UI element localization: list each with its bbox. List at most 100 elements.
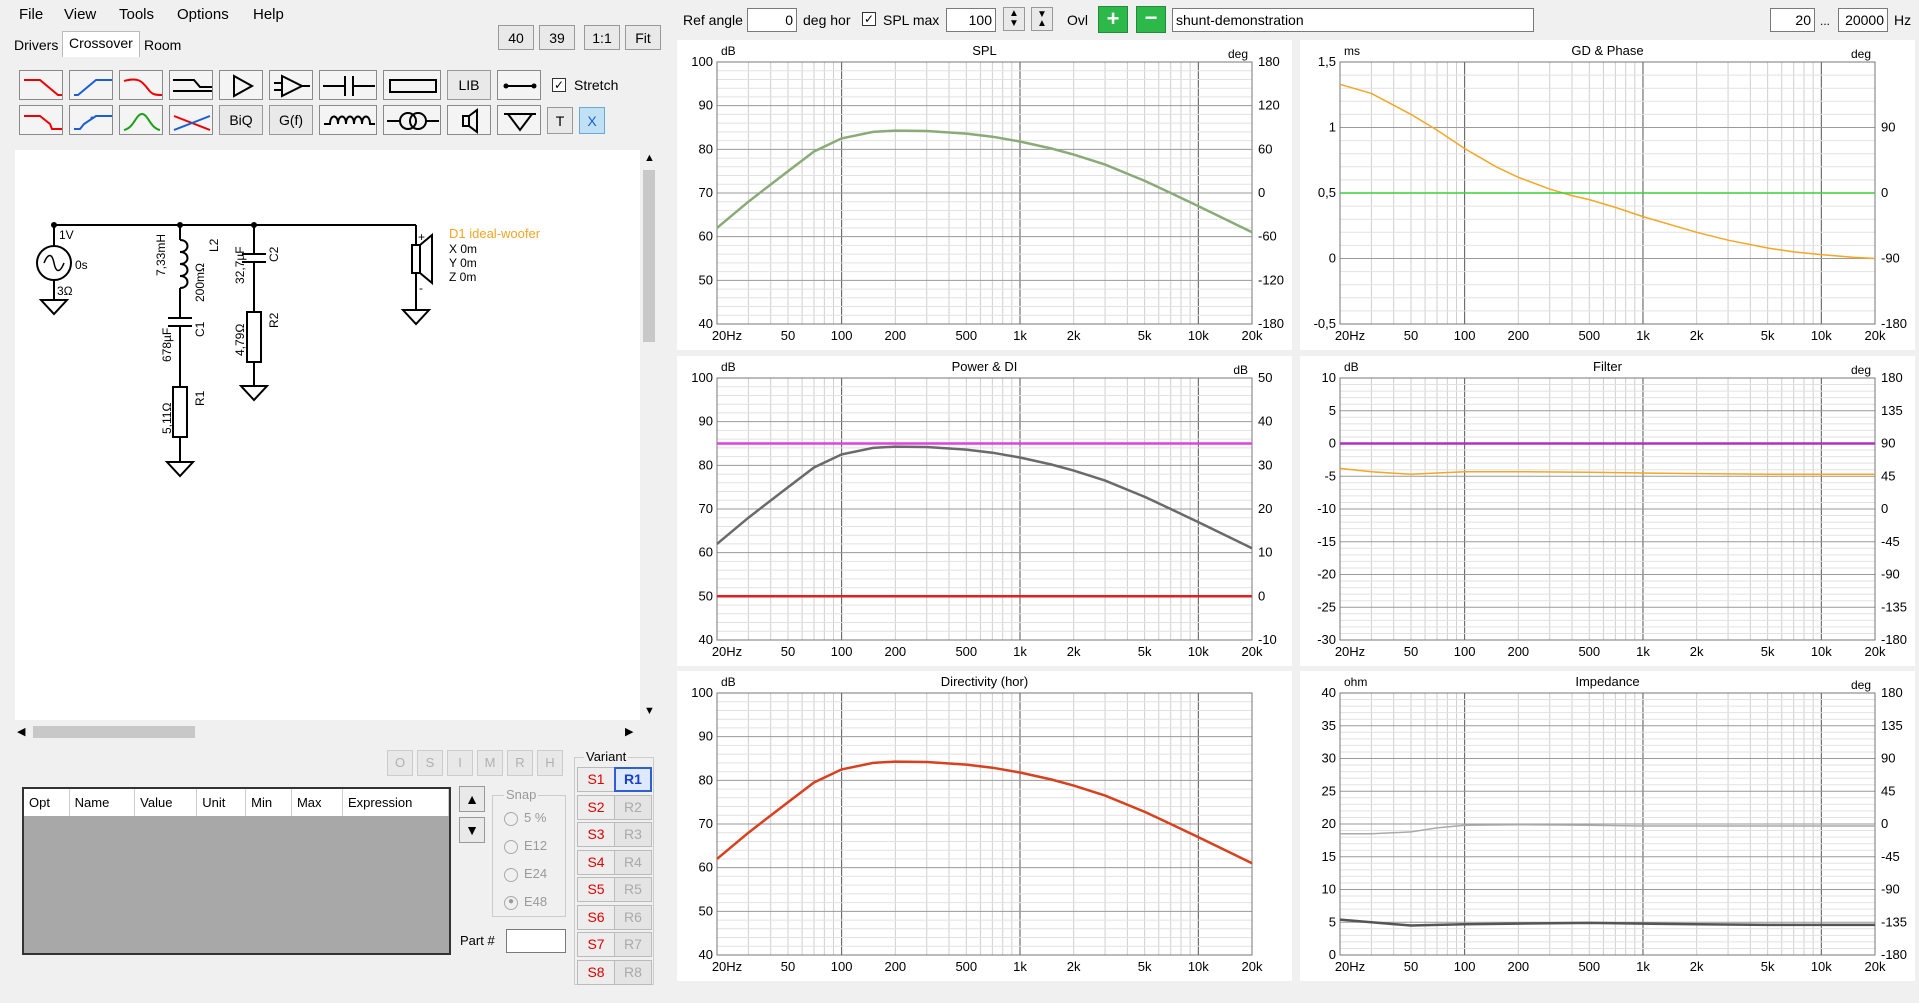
lowpass2-button[interactable] [19,105,63,135]
spl-max-checkbox[interactable]: ✓ [862,12,876,26]
opt-h-button[interactable]: H [537,750,563,776]
chart-spl[interactable]: SPL dB deg 40 50 60 70 80 90 100 -180 -120 -60 0 60 120… [677,40,1292,350]
wire-button[interactable] [497,70,541,100]
scroll-right-icon[interactable]: ▶ [625,726,634,738]
spl-max-input[interactable]: 100 [946,8,996,32]
opt-o-button[interactable]: O [387,750,413,776]
amp-button[interactable] [219,70,263,100]
col-value[interactable]: Value [134,789,198,816]
remove-overlay-button[interactable]: − [1136,6,1166,33]
scroll-down-icon[interactable]: ▼ [644,705,655,717]
project-name-input[interactable]: shunt-demonstration [1172,8,1534,32]
col-expression[interactable]: Expression [342,789,449,816]
snap-e24-radio[interactable]: E24 [504,866,547,882]
chart-directivity[interactable]: Directivity (hor) dB 40 50 60 70 80 90 100 20Hz 50… [677,671,1292,981]
crossover-button[interactable] [169,105,213,135]
opt-r-button[interactable]: R [507,750,533,776]
menu-file[interactable]: File [19,6,44,23]
highpass2-button[interactable] [69,105,113,135]
variant-r4-button[interactable]: R4 [614,849,652,875]
bandpass-button[interactable] [119,105,163,135]
variant-r2-button[interactable]: R2 [614,794,652,820]
variant-s5-button[interactable]: S5 [577,877,615,902]
highpass-button[interactable] [69,70,113,100]
zoom-40-button[interactable]: 40 [498,25,534,50]
capacitor-button[interactable] [319,70,377,100]
resistor-button[interactable] [383,70,441,100]
move-up-button[interactable]: ▲ [459,786,485,812]
tab-crossover[interactable]: Crossover [62,31,140,57]
chart-filter[interactable]: Filter dB deg -30 -25 -20 -15 -10 -5 0 5 10 -180 -135… [1300,356,1915,666]
snap-e12-radio[interactable]: E12 [504,838,547,854]
params-table[interactable]: Opt Name Value Unit Min Max Expression [22,787,451,955]
col-min[interactable]: Min [245,789,292,816]
vscroll-thumb[interactable] [643,170,655,342]
snap-5pct-radio[interactable]: 5 % [504,810,546,826]
opt-m-button[interactable]: M [477,750,503,776]
chart-svg: SPL dB deg 40 50 60 70 80 90 100 -180 -120 -60 0 60 120… [691,43,1284,343]
add-overlay-button[interactable]: + [1098,6,1128,33]
variant-r1-button[interactable]: R1 [614,767,652,792]
scroll-left-icon[interactable]: ◀ [17,726,26,738]
chart-gd-phase[interactable]: GD & Phase ms deg -0,5 0 0,5 1 1,5 -180 -90 0 90 20H… [1300,40,1915,350]
variant-r3-button[interactable]: R3 [614,822,652,847]
variant-s1-button[interactable]: S1 [577,767,615,792]
opt-s-button[interactable]: S [417,750,443,776]
menu-view[interactable]: View [64,6,97,23]
inductor-button[interactable] [319,105,377,135]
zoom-fit-button[interactable]: Fit [625,25,661,50]
variant-r8-button[interactable]: R8 [614,959,652,985]
speaker-button[interactable] [447,105,491,135]
opt-i-button[interactable]: I [447,750,473,776]
hscroll-thumb[interactable] [33,726,195,738]
variant-s8-button[interactable]: S8 [577,959,615,985]
variant-s2-button[interactable]: S2 [577,794,615,820]
ref-angle-input[interactable]: 0 [747,8,797,32]
variant-r7-button[interactable]: R7 [614,932,652,957]
tab-room[interactable]: Room [144,37,182,53]
schematic-vscrollbar[interactable]: ▲ ▼ [640,150,658,720]
move-down-button[interactable]: ▼ [459,817,485,843]
variant-s6-button[interactable]: S6 [577,904,615,930]
snap-e48-radio[interactable]: ● E48 [504,894,547,910]
biquad-button[interactable]: BiQ [219,105,263,135]
menu-tools[interactable]: Tools [119,6,155,23]
part-number-input[interactable] [506,929,566,953]
driver-name-label[interactable]: D1 ideal-woofer [449,226,541,241]
tab-drivers[interactable]: Drivers [14,37,59,53]
lowpass-button[interactable] [19,70,63,100]
col-max[interactable]: Max [291,789,344,816]
y-axis-label: ms [1344,44,1360,58]
spl-auto-button[interactable]: ▼ ▲ [1031,7,1053,31]
zoom-1to1-button[interactable]: 1:1 [584,25,620,50]
buffer-button[interactable] [269,70,313,100]
col-unit[interactable]: Unit [196,789,247,816]
spl-stepper[interactable]: ▲ ▼ [1003,7,1025,31]
scroll-up-icon[interactable]: ▲ [644,152,655,164]
variant-s7-button[interactable]: S7 [577,932,615,957]
menu-help[interactable]: Help [253,6,284,23]
col-name[interactable]: Name [69,789,136,816]
chart-impedance[interactable]: Impedance ohm deg 0 5 10 15 20 25 30 35 40 -180 -135 -… [1300,671,1915,981]
zoom-39-button[interactable]: 39 [539,25,575,50]
text-button[interactable]: T [547,107,573,134]
variant-s4-button[interactable]: S4 [577,849,615,875]
stretch-checkbox[interactable]: ✓ [552,78,566,92]
variant-r5-button[interactable]: R5 [614,877,652,902]
schematic-hscrollbar[interactable]: ◀ ▶ [15,723,640,741]
x-button[interactable]: X [579,107,605,134]
freq-max-input[interactable]: 20000 [1838,8,1888,32]
variant-s3-button[interactable]: S3 [577,822,615,847]
library-button[interactable]: LIB [447,70,491,100]
freq-min-input[interactable]: 20 [1770,8,1815,32]
lowpass-smooth-button[interactable] [119,70,163,100]
col-opt[interactable]: Opt [24,789,70,816]
menu-options[interactable]: Options [177,6,229,23]
transformer-button[interactable] [383,105,441,135]
schematic-canvas[interactable]: 1V 0s 3Ω 7,33mH 200mΩ L2 678µF C1 5,11Ω … [15,150,640,720]
gf-button[interactable]: G(f) [269,105,313,135]
ground-button[interactable] [497,105,541,135]
chart-power-di[interactable]: Power & DI dB dB 40 50 60 70 80 90 100 -10 0 10 20 30 4… [677,356,1292,666]
notch-button[interactable] [169,70,213,100]
variant-r6-button[interactable]: R6 [614,904,652,930]
